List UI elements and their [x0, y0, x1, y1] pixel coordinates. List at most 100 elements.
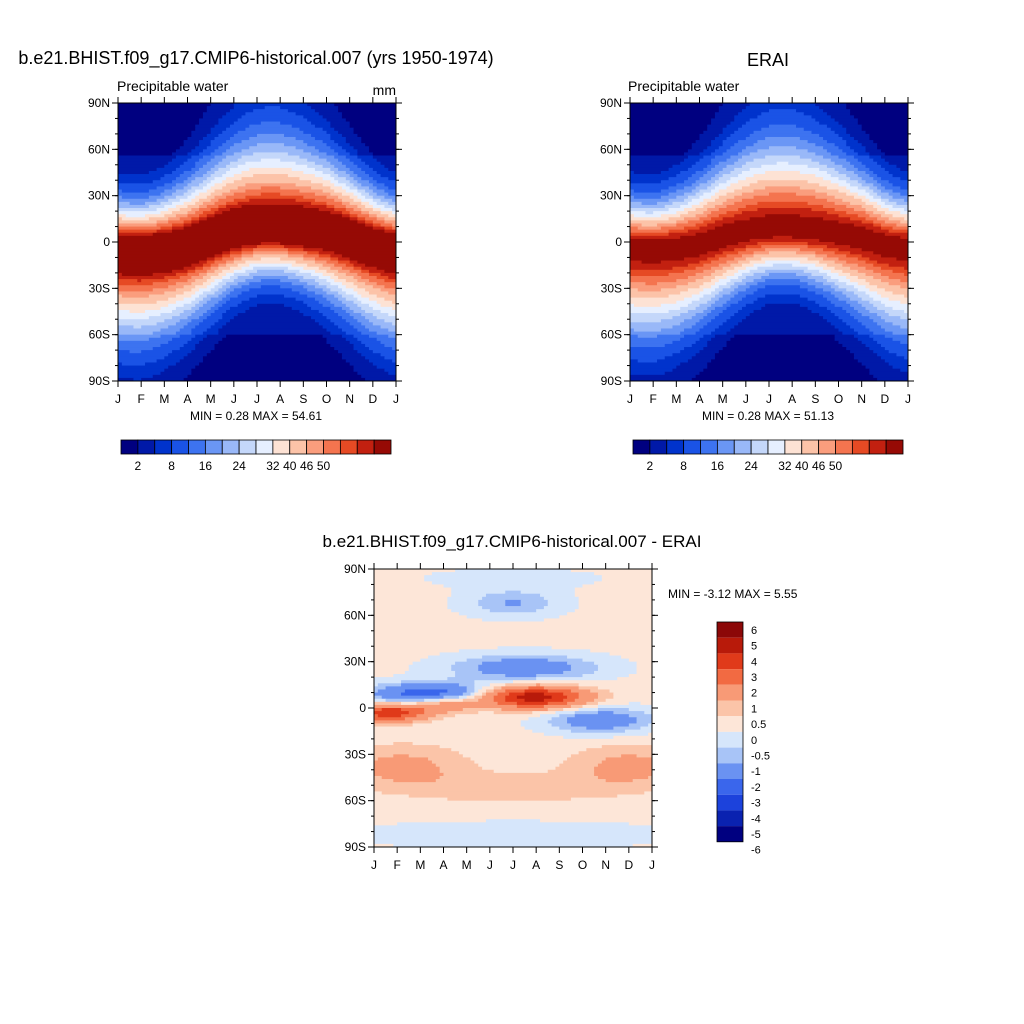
contour-fill-cell [206, 195, 216, 200]
contour-fill-cell [482, 661, 568, 666]
contour-fill-cell [179, 313, 192, 317]
contour-fill-cell [237, 186, 262, 191]
contour-fill-cell [628, 714, 652, 718]
contour-fill-cell [160, 226, 173, 231]
contour-fill-cell [307, 282, 320, 286]
contour-fill-cell [630, 377, 693, 381]
contour-fill-cell [799, 260, 820, 265]
colorbar-box [818, 439, 836, 455]
contour-fill-cell [241, 115, 304, 120]
contour-fill-cell [218, 198, 235, 203]
x-tick-label: M [206, 392, 216, 406]
contour-fill-cell [326, 195, 339, 200]
contour-fill-cell [466, 658, 503, 663]
contour-fill-cell [830, 300, 847, 305]
contour-fill-cell [424, 578, 603, 582]
contour-fill-cell [133, 377, 142, 381]
contour-fill-cell [353, 130, 396, 135]
contour-fill-cell [714, 300, 728, 305]
contour-fill-cell [877, 174, 894, 178]
contour-fill-cell [226, 300, 243, 305]
contour-fill-cell [408, 664, 452, 669]
contour-fill-cell [179, 319, 192, 323]
contour-fill-cell [241, 204, 304, 209]
contour-fill-cell [187, 322, 200, 326]
contour-fill-cell [630, 285, 677, 289]
contour-fill-cell [152, 282, 177, 286]
contour-fill-cell [630, 192, 670, 197]
contour-fill-cell [718, 325, 735, 330]
contour-fill-cell [392, 223, 396, 228]
contour-fill-cell [707, 214, 720, 218]
x-tick-label: A [532, 858, 540, 872]
contour-fill-cell [474, 680, 514, 684]
contour-fill-cell [543, 606, 580, 610]
contour-fill-cell [745, 106, 820, 110]
contour-fill-cell [374, 717, 406, 721]
contour-fill-cell [590, 649, 652, 653]
contour-fill-cell [206, 328, 219, 333]
contour-fill-cell [900, 316, 908, 320]
contour-fill-cell [408, 711, 425, 715]
contour-fill-cell [493, 686, 503, 691]
contour-fill-cell [807, 306, 828, 311]
contour-fill-cell [846, 167, 859, 172]
model-variable-label: Precipitable water [117, 78, 229, 94]
contour-fill-cell [291, 167, 316, 172]
contour-fill-cell [229, 266, 243, 271]
contour-fill-cell [458, 649, 591, 653]
contour-fill-cell [796, 109, 824, 113]
colorbar-box [717, 794, 743, 811]
contour-fill-cell [630, 263, 689, 268]
contour-fill-cell [152, 272, 177, 277]
contour-fill-cell [187, 183, 200, 187]
contour-fill-cell [730, 285, 739, 289]
contour-fill-cell [630, 356, 666, 360]
contour-fill-cell [338, 269, 351, 274]
contour-fill-cell [884, 201, 898, 206]
contour-fill-cell [388, 334, 396, 339]
contour-fill-cell [726, 186, 743, 191]
contour-fill-cell [226, 195, 247, 200]
contour-fill-cell [850, 109, 908, 113]
contour-fill-cell [322, 272, 335, 277]
contour-fill-cell [714, 334, 735, 339]
contour-fill-cell [695, 306, 708, 311]
contour-fill-cell [318, 112, 343, 116]
contour-fill-cell [846, 130, 867, 135]
contour-fill-cell [807, 266, 824, 271]
contour-fill-cell [233, 103, 308, 107]
contour-fill-cell [284, 269, 301, 274]
y-tick-label: 30S [345, 747, 366, 761]
contour-fill-cell [823, 155, 840, 160]
contour-fill-cell [633, 214, 662, 218]
contour-fill-cell [630, 155, 689, 160]
contour-fill-cell [630, 242, 739, 246]
contour-fill-cell [368, 164, 386, 169]
contour-fill-cell [226, 149, 243, 154]
contour-fill-cell [532, 711, 557, 715]
contour-fill-cell [338, 325, 355, 330]
contour-fill-cell [372, 183, 386, 187]
contour-fill-cell [401, 714, 418, 718]
contour-fill-cell [345, 177, 355, 181]
contour-fill-cell [160, 192, 173, 197]
contour-fill-cell [501, 658, 549, 663]
contour-fill-cell [869, 192, 878, 197]
colorbar-box [717, 637, 743, 654]
contour-fill-cell [148, 204, 165, 209]
contour-fill-cell [865, 208, 878, 212]
contour-fill-cell [892, 291, 908, 296]
contour-fill-cell [711, 167, 724, 172]
contour-fill-cell [118, 374, 154, 379]
contour-fill-cell [168, 208, 181, 212]
colorbar-label: 24 [232, 459, 246, 473]
contour-fill-cell [118, 229, 158, 234]
contour-fill-cell [853, 353, 878, 357]
colorbar-box [221, 439, 240, 455]
contour-fill-cell [307, 294, 324, 299]
contour-fill-cell [482, 606, 545, 610]
contour-fill-cell [374, 569, 456, 573]
contour-fill-cell [466, 686, 475, 691]
contour-fill-cell [118, 208, 158, 212]
